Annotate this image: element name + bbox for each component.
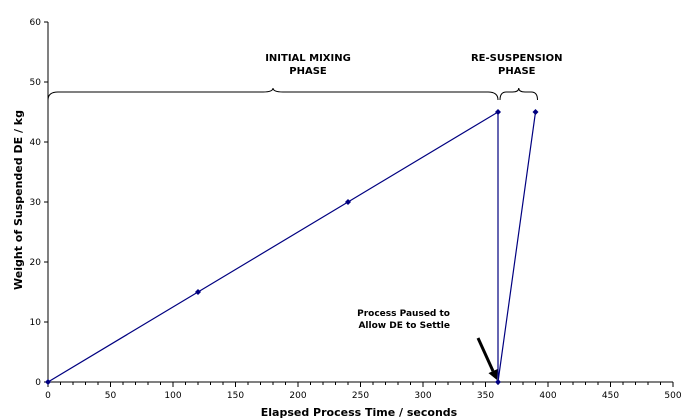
data-point bbox=[495, 109, 501, 115]
phase-label-resuspension: PHASE bbox=[498, 66, 536, 77]
x-tick-label: 150 bbox=[227, 391, 244, 401]
y-tick-label: 20 bbox=[30, 258, 42, 268]
x-tick-label: 300 bbox=[414, 391, 431, 401]
data-point bbox=[195, 289, 201, 295]
y-tick-label: 30 bbox=[30, 198, 42, 208]
y-tick-label: 60 bbox=[30, 18, 42, 28]
y-tick-label: 0 bbox=[35, 378, 41, 388]
axes: 0 10 20 30 40 50 60 0 50 100 150 200 250 300 350 400 450… bbox=[30, 18, 682, 401]
phase-label-initial-mixing: INITIAL MIXING bbox=[265, 53, 351, 64]
x-tick-label: 200 bbox=[289, 391, 306, 401]
pause-note: Process Paused to bbox=[357, 309, 450, 319]
x-tick-label: 250 bbox=[352, 391, 369, 401]
pause-note: Allow DE to Settle bbox=[358, 321, 450, 331]
pause-arrow-head bbox=[488, 369, 498, 381]
x-axis-title: Elapsed Process Time / seconds bbox=[261, 406, 458, 419]
x-tick-label: 500 bbox=[664, 391, 681, 401]
x-tick-label: 0 bbox=[45, 391, 51, 401]
data-point bbox=[532, 109, 539, 115]
x-tick-label: 400 bbox=[539, 391, 556, 401]
series-layer bbox=[45, 109, 539, 385]
x-tick-label: 100 bbox=[164, 391, 181, 401]
y-tick-label: 10 bbox=[30, 318, 42, 328]
brace-initial-mixing bbox=[47, 87, 499, 101]
y-tick-label: 50 bbox=[30, 78, 42, 88]
series-line bbox=[47, 110, 537, 383]
x-tick-label: 450 bbox=[602, 391, 619, 401]
y-axis-title: Weight of Suspended DE / kg bbox=[12, 110, 25, 290]
phase-label-resuspension: RE-SUSPENSION bbox=[471, 53, 563, 64]
y-tick-label: 40 bbox=[30, 138, 42, 148]
pause-arrow-shaft bbox=[476, 337, 495, 372]
data-point bbox=[495, 379, 501, 385]
data-point bbox=[345, 199, 351, 205]
brace-resuspension bbox=[499, 87, 538, 101]
annotation-layer: INITIAL MIXING PHASE RE-SUSPENSION PHASE Pro… bbox=[47, 53, 563, 381]
x-tick-label: 350 bbox=[477, 391, 494, 401]
phase-label-initial-mixing: PHASE bbox=[289, 66, 327, 77]
data-point bbox=[45, 379, 51, 385]
x-tick-label: 50 bbox=[105, 391, 117, 401]
